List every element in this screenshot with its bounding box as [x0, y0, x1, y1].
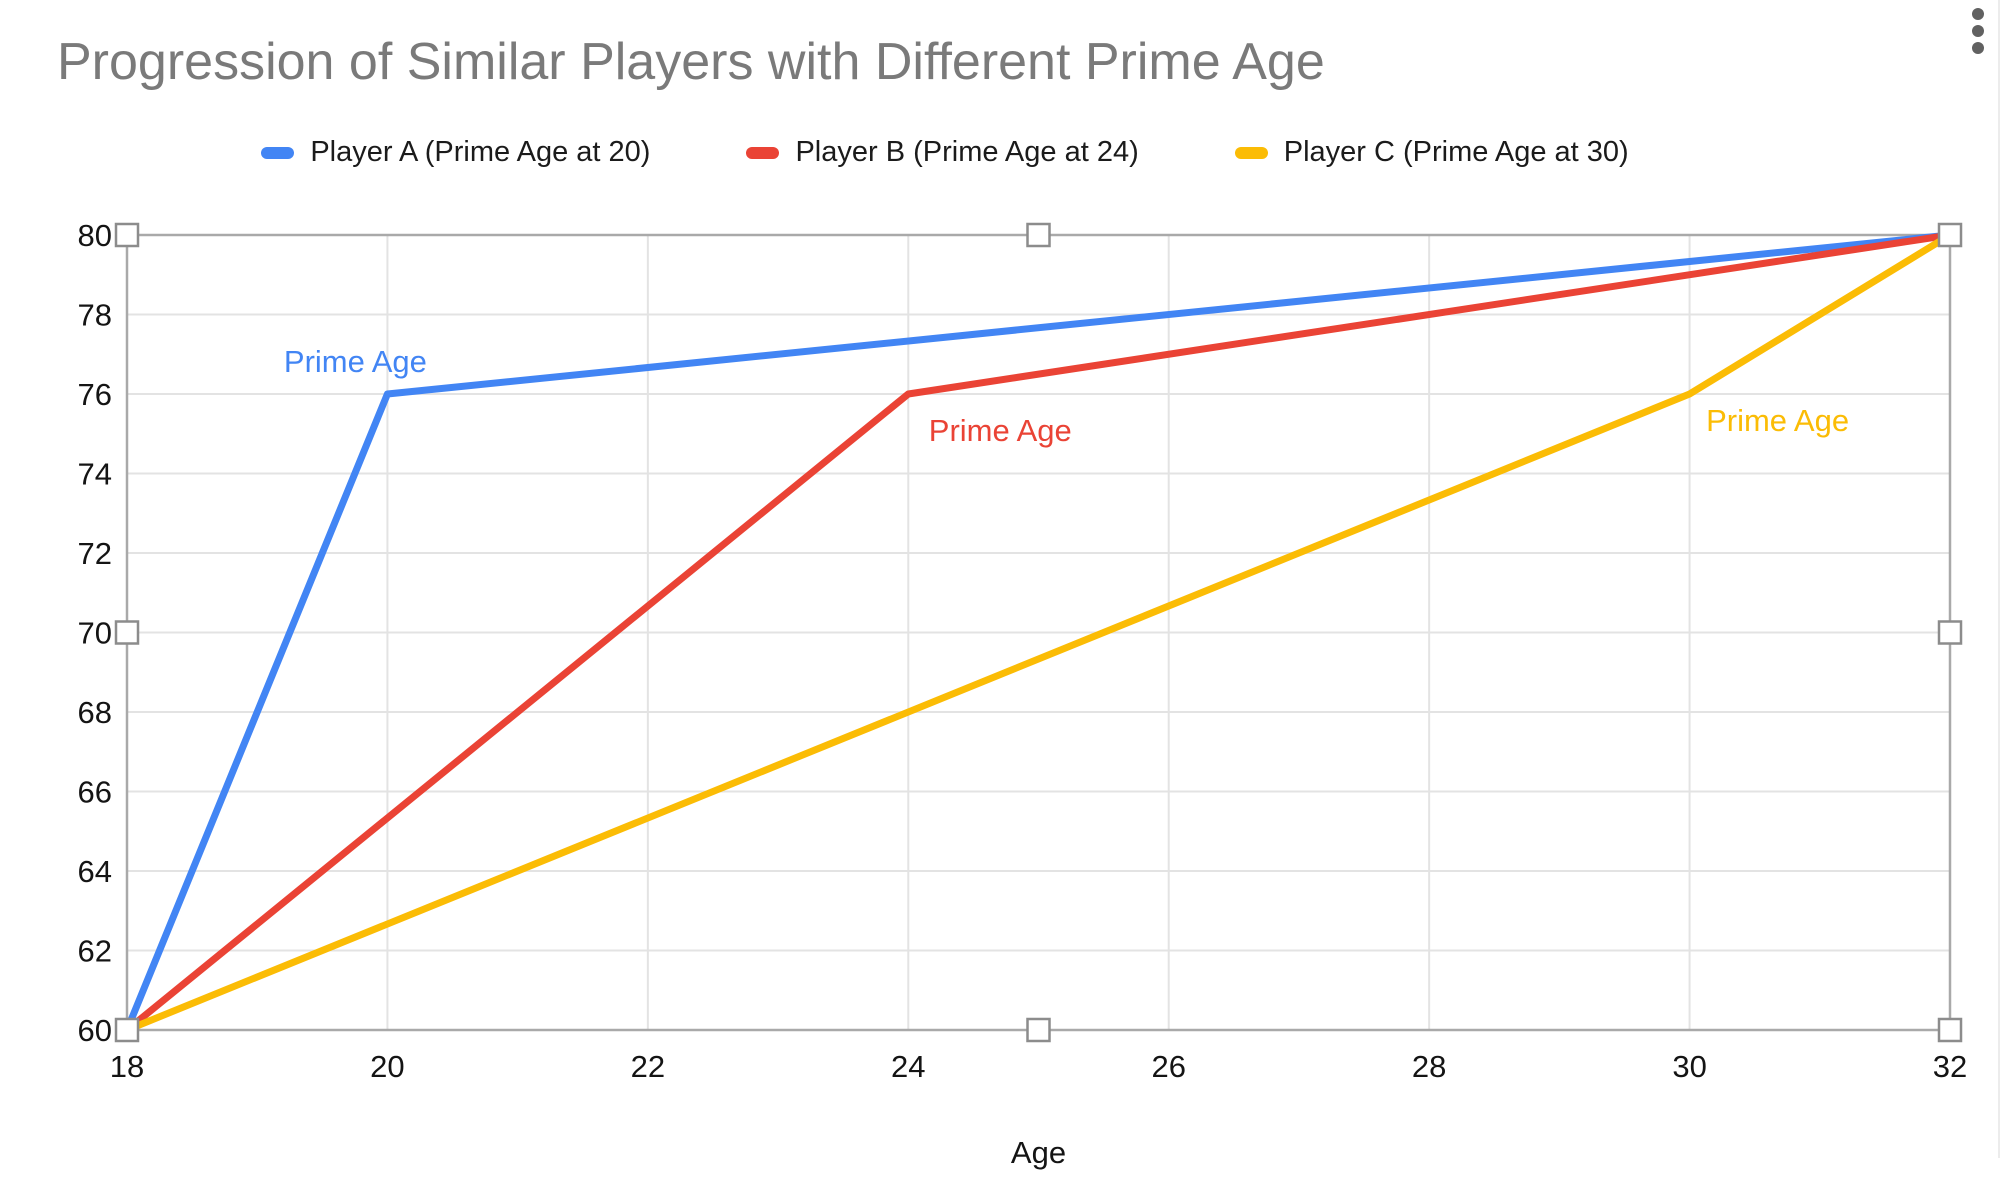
- y-axis-tick-label: 74: [78, 457, 112, 492]
- x-axis-tick-label: 32: [1933, 1049, 1967, 1084]
- x-axis-tick-label: 28: [1412, 1049, 1446, 1084]
- x-axis-tick-label: 18: [110, 1049, 144, 1084]
- y-axis-tick-label: 70: [78, 616, 112, 651]
- selection-handle-nw[interactable]: [114, 222, 140, 248]
- chart-legend: Player A (Prime Age at 20) Player B (Prim…: [0, 136, 1890, 169]
- y-axis-tick-label: 72: [78, 536, 112, 571]
- series-line-b: [123, 231, 1954, 1034]
- legend-swatch-icon: [261, 146, 295, 159]
- legend-swatch-icon: [1234, 146, 1268, 159]
- window-edge: [1998, 0, 2000, 1158]
- kebab-menu-icon: [1972, 8, 1984, 20]
- legend-swatch-icon: [746, 146, 780, 159]
- y-axis-tick-label: 76: [78, 377, 112, 412]
- x-axis-tick-label: 24: [891, 1049, 925, 1084]
- y-axis-tick-label: 66: [78, 775, 112, 810]
- x-axis-tick-label: 30: [1672, 1049, 1706, 1084]
- selection-handle-w[interactable]: [114, 620, 140, 645]
- x-axis-tick-label: 26: [1151, 1049, 1185, 1084]
- selection-handle-sw[interactable]: [114, 1017, 140, 1043]
- y-axis-tick-label: 78: [78, 298, 112, 333]
- chart-options-button[interactable]: [1969, 5, 1987, 57]
- y-axis-tick-label: 68: [78, 695, 112, 730]
- selection-handle-se[interactable]: [1937, 1017, 1963, 1043]
- selection-handle-ne[interactable]: [1937, 222, 1963, 248]
- series-line-c: [123, 231, 1954, 1034]
- selection-handle-n[interactable]: [1026, 222, 1051, 248]
- kebab-menu-icon: [1972, 42, 1984, 54]
- kebab-menu-icon: [1972, 25, 1984, 37]
- series-line-a: [123, 231, 1954, 1034]
- x-axis-tick-label: 20: [370, 1049, 404, 1084]
- chart-title[interactable]: Progression of Similar Players with Diff…: [57, 33, 1325, 91]
- legend-label: Player C (Prime Age at 30): [1283, 136, 1629, 168]
- x-axis-tick-label: 22: [631, 1049, 665, 1084]
- legend-item[interactable]: Player A (Prime Age at 20): [261, 136, 650, 169]
- x-axis-title: Age: [1011, 1135, 1066, 1170]
- legend-item[interactable]: Player C (Prime Age at 30): [1234, 136, 1629, 169]
- y-axis-tick-label: 64: [78, 854, 112, 889]
- selection-handle-e[interactable]: [1937, 620, 1963, 645]
- annotation-prime-age-a: Prime Age: [284, 344, 427, 379]
- y-axis-tick-label: 80: [78, 218, 112, 253]
- y-axis-tick-label: 62: [78, 934, 112, 969]
- legend-item[interactable]: Player B (Prime Age at 24): [746, 136, 1139, 169]
- selection-handle-s[interactable]: [1026, 1017, 1051, 1043]
- legend-label: Player B (Prime Age at 24): [795, 136, 1139, 168]
- legend-label: Player A (Prime Age at 20): [310, 136, 651, 168]
- annotation-prime-age-c: Prime Age: [1706, 403, 1849, 438]
- annotation-prime-age-b: Prime Age: [929, 413, 1072, 448]
- y-axis-tick-label: 60: [78, 1013, 112, 1048]
